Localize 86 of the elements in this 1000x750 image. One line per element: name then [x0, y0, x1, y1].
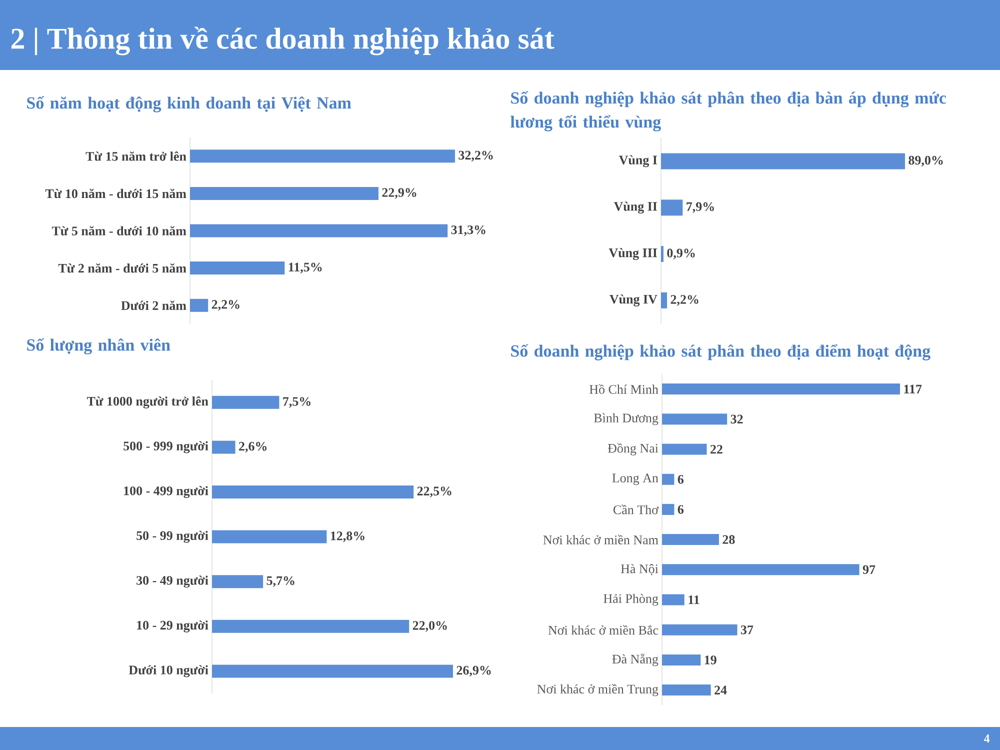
y-tick-label: Nơi khác ở miền Trung	[537, 684, 658, 696]
y-tick-label: Từ 15 năm trở lên	[86, 151, 186, 161]
data-label: 6	[678, 505, 684, 514]
bar	[662, 594, 684, 606]
bar	[662, 444, 707, 455]
bar	[662, 384, 900, 395]
chart-title: Số lượng nhân viên	[27, 338, 170, 354]
y-tick-label: Long An	[612, 474, 658, 486]
bar	[662, 684, 711, 696]
y-tick-label: Vùng IV	[610, 294, 658, 306]
data-label: 37	[740, 625, 754, 634]
data-label: 32	[730, 414, 743, 424]
data-label: 2,2%	[670, 295, 698, 306]
data-label: 0,9%	[667, 248, 695, 260]
bar	[190, 186, 378, 200]
y-tick-label: Vùng II	[614, 202, 658, 214]
bar	[190, 298, 208, 312]
y-tick-label: Bình Dương	[594, 413, 658, 426]
chart-title: Số năm hoạt động kinh doanh tại Việt Nam	[27, 96, 352, 112]
y-tick-label: 30 - 49 người	[136, 576, 208, 588]
data-label: 6	[678, 474, 684, 484]
y-tick-label: 10 - 29 người	[137, 620, 208, 632]
data-label: 32,2%	[458, 150, 493, 162]
data-label: 24	[714, 686, 727, 694]
y-tick-label: Cần Thơ	[614, 504, 659, 514]
data-label: 28	[722, 535, 735, 544]
bar	[662, 654, 701, 666]
bar	[662, 564, 860, 576]
data-label: 2,6%	[239, 442, 267, 453]
y-tick-label: 500 - 999 người	[124, 441, 208, 454]
data-label: 5,7%	[266, 576, 294, 587]
y-tick-label: Từ 10 năm - dưới 15 năm	[45, 188, 186, 198]
data-label: 12,8%	[330, 531, 364, 542]
data-label: 26,9%	[456, 666, 491, 677]
bar	[190, 262, 285, 275]
bar	[661, 292, 668, 308]
bar	[212, 440, 236, 454]
y-tick-label: Đà Nẵng	[612, 654, 658, 666]
data-label: 89,0%	[908, 156, 943, 167]
y-tick-label: Dưới 2 năm	[121, 300, 186, 310]
bar	[212, 486, 414, 498]
y-tick-label: Vùng I	[618, 155, 658, 168]
data-label: 7,9%	[686, 202, 714, 213]
y-tick-label: Từ 5 năm - dưới 10 năm	[52, 226, 186, 236]
y-tick-label: 100 - 499 người	[124, 486, 208, 498]
data-label: 22,9%	[382, 188, 416, 199]
bar	[662, 474, 674, 485]
chart-title: Số doanh nghiệp khảo sát phân theo địa bàn áp dụng mức lương tối thiểu vùng	[510, 91, 946, 132]
data-label: 22	[710, 444, 722, 454]
data-label: 11	[688, 595, 700, 604]
bar	[662, 504, 674, 515]
bar	[662, 624, 738, 636]
data-label: 7,5%	[283, 397, 310, 408]
bar	[190, 150, 456, 163]
bar	[212, 664, 454, 678]
y-tick-label: Hà Nội	[620, 564, 658, 576]
bar	[661, 153, 906, 170]
data-label: 22,0%	[412, 621, 447, 632]
y-tick-label: Từ 2 năm - dưới 5 năm	[58, 263, 186, 273]
y-tick-label: Từ 1000 người trở lên	[86, 396, 208, 408]
data-label: 2,2%	[212, 300, 240, 311]
data-label: 22,5%	[417, 486, 452, 498]
y-tick-label: Đồng Nai	[608, 443, 658, 456]
y-tick-label: Hồ Chí Minh	[590, 384, 658, 394]
text: 4	[984, 734, 990, 742]
bar	[662, 534, 719, 546]
data-label: 19	[704, 656, 716, 664]
bar	[661, 200, 683, 216]
y-tick-label: Nơi khác ở miền Bắc	[548, 625, 658, 635]
bar	[212, 575, 264, 588]
chart-title: Số doanh nghiệp khảo sát phân theo địa điểm hoạt động	[511, 344, 930, 360]
y-tick-label: Nơi khác ở miền Nam	[543, 534, 658, 544]
text: 2 | Thông tin về các doanh nghiệp khảo sát	[11, 26, 554, 56]
data-label: 31,3%	[451, 225, 486, 236]
y-tick-label: Hải Phòng	[604, 594, 658, 606]
bar	[212, 396, 280, 409]
data-label: 11,5%	[288, 262, 322, 274]
y-tick-label: Vùng III	[608, 248, 658, 260]
bar	[662, 414, 728, 425]
data-label: 117	[904, 384, 922, 394]
bar	[212, 530, 327, 544]
data-label: 97	[862, 565, 876, 574]
y-tick-label: 50 - 99 người	[136, 530, 208, 543]
y-tick-label: Dưới 10 người	[128, 665, 208, 678]
bar	[212, 620, 410, 633]
bar	[190, 224, 448, 238]
